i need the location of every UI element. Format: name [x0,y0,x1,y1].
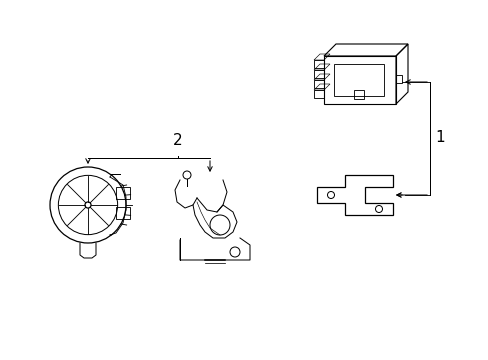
Bar [313,70,324,78]
Bar [353,90,363,99]
Bar [116,207,130,219]
Bar [313,90,324,98]
Bar [324,56,395,104]
Bar [313,80,324,88]
Bar [395,75,401,83]
Bar [116,187,130,199]
Bar [313,60,324,68]
Bar [333,64,383,96]
Text: 2: 2 [173,133,183,148]
Text: 1: 1 [434,130,444,145]
